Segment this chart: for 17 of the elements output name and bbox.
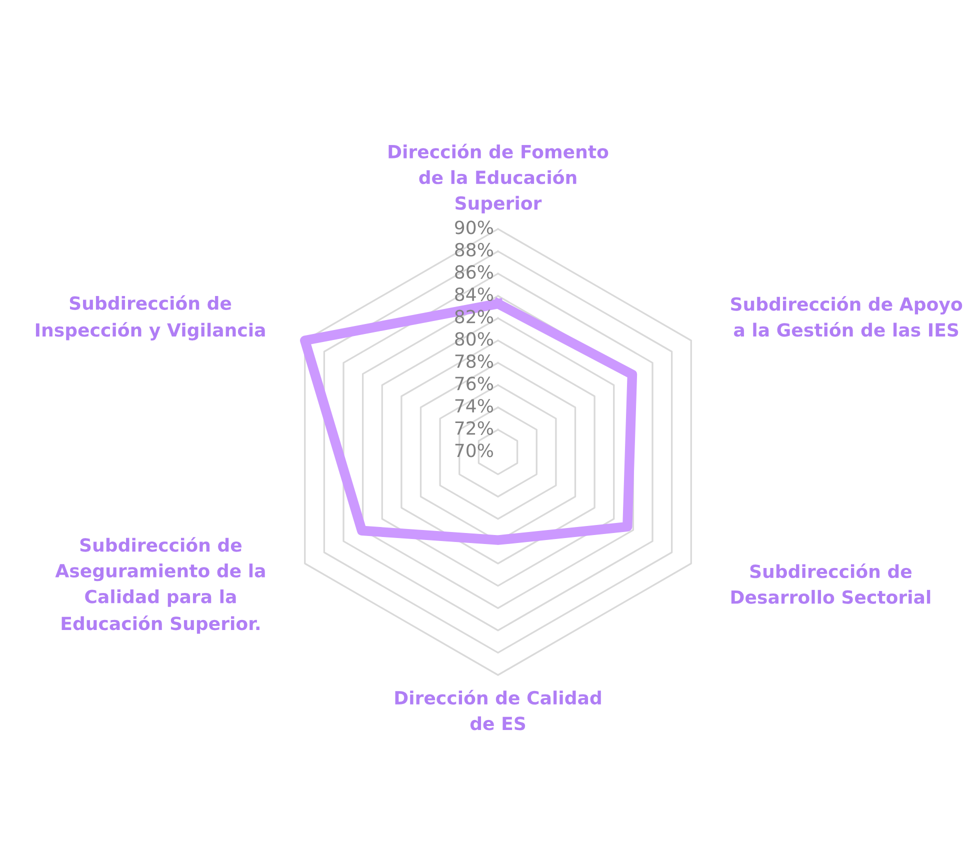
y-tick-label: 76% bbox=[455, 376, 494, 390]
y-tick-label: 78% bbox=[455, 354, 494, 368]
y-tick-label: 88% bbox=[455, 242, 494, 257]
y-tick-label: 86% bbox=[455, 265, 494, 279]
y-tick-label: 90% bbox=[455, 220, 494, 234]
spoke-label: Subdirección de Apoyo a la Gestión de las IES bbox=[731, 296, 962, 337]
spoke-label: Subdirección de Inspección y Vigilancia bbox=[36, 295, 265, 340]
spoke-label: Subdirección de Aseguramiento de la Calidad para la Educación Superior. bbox=[55, 537, 265, 634]
y-tick-label: 70% bbox=[455, 444, 494, 458]
y-tick-label: 84% bbox=[455, 287, 494, 302]
spoke-label: Dirección de Calidad de ES bbox=[395, 690, 601, 730]
spoke-label: Dirección de Fomento de la Educación Superior bbox=[388, 144, 608, 214]
y-tick-label: 74% bbox=[455, 398, 494, 413]
spoke-label: Subdirección de Desarrollo Sectorial bbox=[731, 563, 930, 604]
y-tick-label: 82% bbox=[455, 310, 494, 324]
y-tick-label: 80% bbox=[455, 332, 494, 346]
y-tick-label: 72% bbox=[455, 421, 494, 435]
